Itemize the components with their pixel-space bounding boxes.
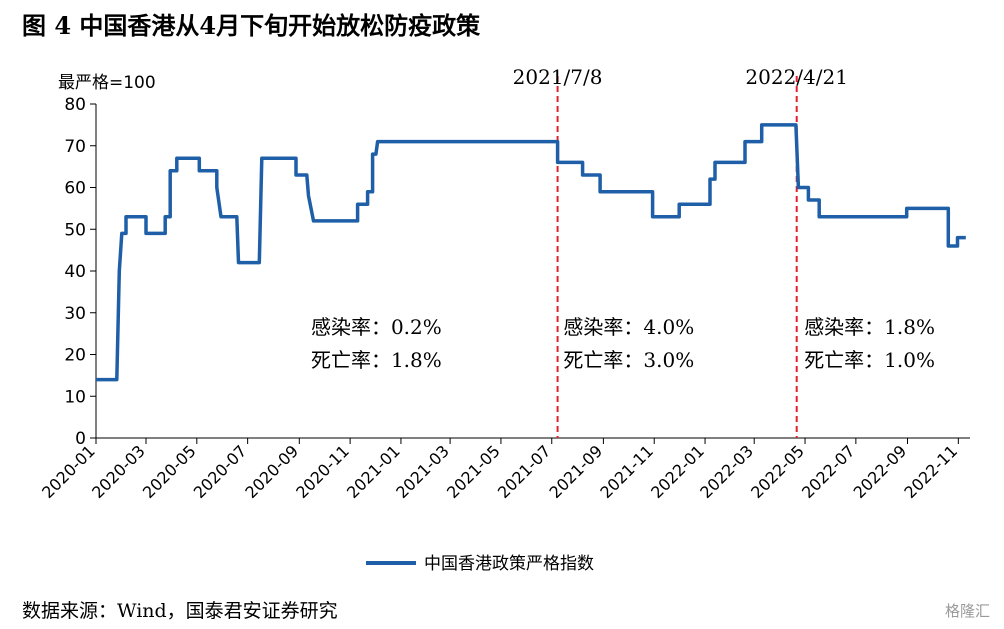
x-tick-label: 2020-09 <box>241 441 302 502</box>
x-tick-label: 2021-07 <box>494 441 555 502</box>
axes: 010203040506070802020-012020-032020-0520… <box>38 95 970 502</box>
annotation-text: 感染率：4.0% <box>563 315 694 339</box>
x-tick-label: 2022-03 <box>696 441 757 502</box>
x-tick-label: 2020-07 <box>190 441 251 502</box>
y-tick-label: 20 <box>64 346 86 366</box>
annotation-text: 死亡率：1.8% <box>311 348 442 372</box>
series-line <box>96 123 966 382</box>
figure-source: 数据来源：Wind，国泰君安证券研究 <box>22 600 338 622</box>
y-tick-label: 80 <box>64 95 86 115</box>
x-tick-label: 2021-09 <box>546 441 607 502</box>
x-tick-label: 2022-01 <box>647 441 708 502</box>
y-tick-label: 50 <box>64 220 86 240</box>
legend: 中国香港政策严格指数 <box>366 554 594 574</box>
x-tick-label: 2021-11 <box>596 441 657 502</box>
x-tick-label: 2022-05 <box>747 441 808 502</box>
annotation-text: 感染率：0.2% <box>311 315 442 339</box>
x-tick-label: 2021-05 <box>443 441 504 502</box>
annotation-text: 死亡率：1.0% <box>804 348 935 372</box>
annotation-text: 感染率：1.8% <box>804 315 935 339</box>
y-tick-label: 40 <box>64 262 86 282</box>
watermark: 格隆汇 <box>944 602 990 620</box>
x-tick-label: 2020-03 <box>88 441 149 502</box>
annotation-group: 感染率：0.2% 死亡率：1.8% 感染率：4.0% 死亡率：3.0% 感染率：1.8%… <box>311 315 935 372</box>
y-tick-label: 30 <box>64 304 86 324</box>
marker-label: 2021/7/8 <box>513 65 603 89</box>
y-unit-label: 最严格=100 <box>58 73 156 93</box>
x-tick-label: 2021-01 <box>343 441 404 502</box>
y-tick-label: 0 <box>75 429 86 449</box>
x-tick-label: 2022-07 <box>798 441 859 502</box>
y-tick-label: 70 <box>64 137 86 157</box>
y-tick-label: 10 <box>64 387 86 407</box>
x-tick-label: 2020-05 <box>139 441 200 502</box>
x-tick-label: 2021-03 <box>392 441 453 502</box>
annotation-text: 死亡率：3.0% <box>563 348 694 372</box>
legend-label: 中国香港政策严格指数 <box>424 554 594 574</box>
x-tick-label: 2020-01 <box>38 441 99 502</box>
marker-label: 2022/4/21 <box>745 65 848 89</box>
series-group <box>96 123 966 382</box>
marker-lines: 2021/7/8 2022/4/21 <box>513 65 848 438</box>
figure-title: 图 4 中国香港从4月下旬开始放松防疫政策 <box>22 11 481 40</box>
x-tick-label: 2022-09 <box>850 441 911 502</box>
x-tick-label: 2022-11 <box>900 441 961 502</box>
x-tick-label: 2020-11 <box>292 441 353 502</box>
y-tick-label: 60 <box>64 179 86 199</box>
